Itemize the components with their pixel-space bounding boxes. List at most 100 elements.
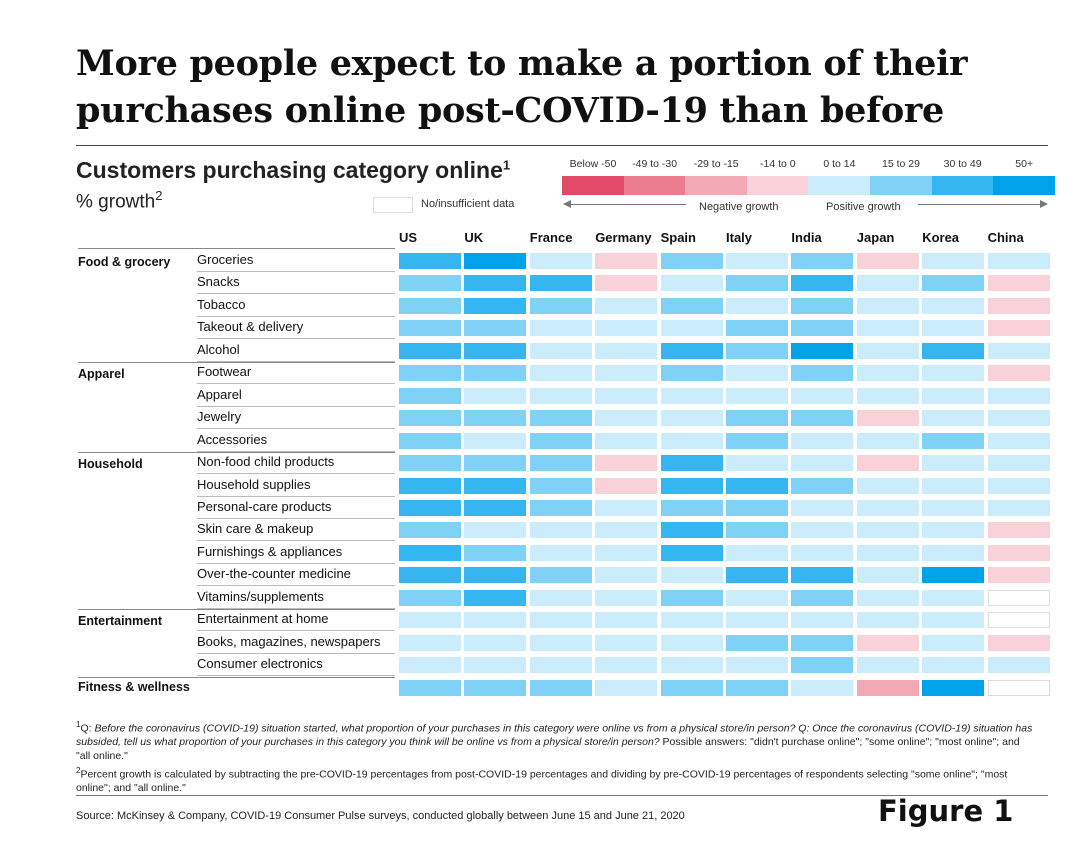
heatmap-cell (922, 410, 985, 427)
legend-swatch (562, 176, 625, 195)
heatmap-cell (726, 253, 788, 269)
heatmap-cell (922, 477, 985, 494)
heatmap-cell (791, 634, 854, 651)
heatmap-cell (660, 365, 723, 382)
heatmap-cell (529, 477, 592, 494)
heatmap-cell (529, 320, 592, 337)
footnote-1-question: Before the coronavirus (COVID-19) situat… (76, 722, 1033, 749)
row-label: Over-the-counter medicine (197, 564, 395, 587)
heatmap-cell (987, 544, 1050, 561)
footnote-marker: 2 (155, 188, 163, 203)
heatmap-cell (529, 657, 592, 674)
heatmap-cell (595, 253, 658, 269)
heatmap-cell (922, 522, 985, 539)
heatmap-cell (856, 522, 919, 539)
heatmap-cell (464, 365, 527, 382)
heatmap-cell (529, 387, 592, 404)
heatmap-cell (399, 342, 461, 359)
heatmap-cell (399, 365, 461, 382)
heatmap-cell (660, 657, 723, 674)
legend-swatch (685, 176, 748, 195)
row-group-label: Household (78, 457, 143, 472)
heatmap-cell (595, 342, 658, 359)
heatmap-cell (922, 589, 985, 606)
heatmap-cell (922, 432, 985, 449)
legend-swatch (808, 176, 871, 195)
heatmap-cell (399, 320, 461, 337)
legend-label: Below -50 (569, 158, 617, 170)
heatmap-cell (856, 297, 919, 314)
heatmap-cell (726, 365, 788, 382)
row-label: Books, magazines, newspapers (197, 632, 395, 654)
heatmap-cell (726, 477, 788, 494)
column-header: Spain (660, 230, 696, 245)
source-note: Source: McKinsey & Company, COVID-19 Con… (76, 810, 685, 822)
legend-swatch (870, 176, 933, 195)
heatmap-cell (529, 432, 592, 449)
heatmap-cell (856, 253, 919, 269)
heatmap-cell (529, 253, 592, 269)
heatmap-cell (399, 432, 461, 449)
column-header: Italy (726, 230, 753, 245)
heatmap-cell (791, 589, 854, 606)
heatmap-cell (464, 679, 527, 696)
group-divider (78, 248, 395, 249)
title-divider (76, 145, 1048, 146)
heatmap-cell (399, 589, 461, 606)
heatmap-cell (660, 342, 723, 359)
column-header: China (987, 230, 1024, 245)
heatmap-cell (726, 320, 788, 337)
heatmap-cell (987, 342, 1050, 359)
heatmap-cell (660, 522, 723, 539)
heatmap-cell (987, 275, 1050, 292)
heatmap-cell (987, 455, 1050, 472)
heatmap-cell (529, 455, 592, 472)
heatmap-cell (399, 477, 461, 494)
heatmap-cell (660, 567, 723, 584)
heatmap-cell (529, 567, 592, 584)
heatmap-cell (660, 634, 723, 651)
heatmap-cell (399, 253, 461, 269)
row-group-label: Fitness & wellness (78, 679, 190, 694)
row-label: Apparel (197, 385, 395, 407)
no-data-swatch (373, 197, 413, 213)
heatmap-cell (922, 544, 985, 561)
legend-label: -49 to -30 (632, 158, 678, 170)
row-label: Snacks (197, 272, 395, 295)
heatmap-cell (464, 455, 527, 472)
row-label: Entertainment at home (197, 609, 395, 632)
column-header: India (791, 230, 822, 245)
heatmap-cell (399, 657, 461, 674)
heatmap-cell (529, 589, 592, 606)
heatmap-cell (464, 634, 527, 651)
heatmap-cell (399, 410, 461, 427)
row-label: Accessories (197, 430, 395, 452)
heatmap-cell (987, 477, 1050, 494)
heatmap-cell (726, 567, 788, 584)
heatmap-cell (856, 544, 919, 561)
heatmap-cell (464, 589, 527, 606)
heatmap-cell (791, 657, 854, 674)
heatmap-cell (922, 657, 985, 674)
page-title: More people expect to make a portion of … (76, 43, 968, 131)
legend-label: -29 to -15 (693, 158, 739, 170)
heatmap-cell (399, 634, 461, 651)
footnote-marker: 1 (76, 720, 81, 729)
row-label: Groceries (197, 250, 395, 272)
heatmap-cell (464, 522, 527, 539)
column-header: France (529, 230, 573, 245)
heatmap-cell (595, 455, 658, 472)
positive-growth-label: Positive growth (826, 201, 901, 213)
negative-arrow (566, 204, 686, 205)
row-label: Alcohol (197, 340, 395, 362)
heatmap-cell (660, 432, 723, 449)
heatmap-cell (726, 455, 788, 472)
heatmap-cell (922, 275, 985, 292)
chart-title: Customers purchasing category online1 (76, 157, 510, 184)
footnote-2-text: Percent growth is calculated by subtract… (76, 768, 1008, 795)
row-label: Household supplies (197, 475, 395, 497)
heatmap-cell (399, 499, 461, 516)
heatmap-cell (529, 544, 592, 561)
heatmap-cell (399, 387, 461, 404)
heatmap-cell (987, 612, 1050, 629)
